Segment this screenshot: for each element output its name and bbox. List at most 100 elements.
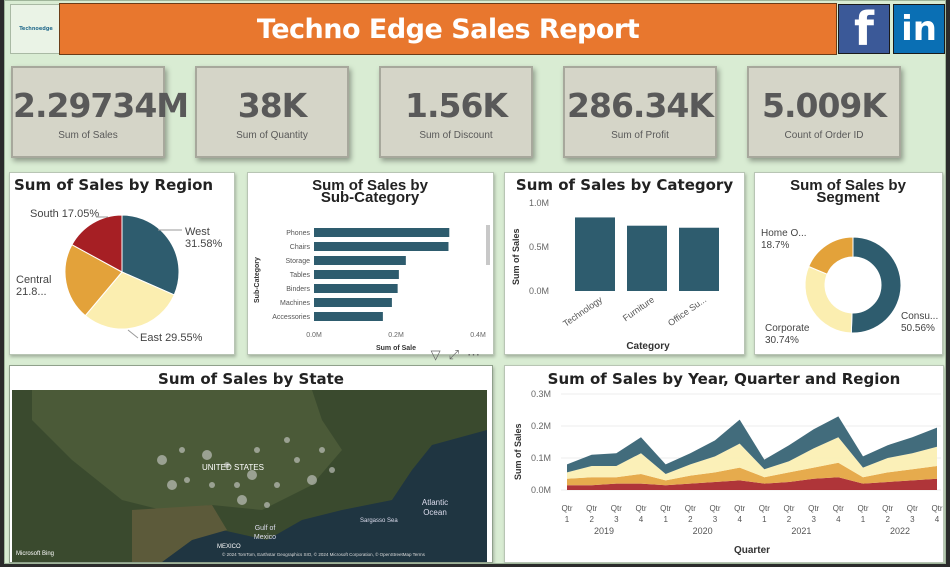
region-pie-panel[interactable]: Sum of Sales by Region West 31.58% East 29…	[9, 172, 235, 355]
x-tick: 0.0M	[306, 332, 322, 339]
chart-title: Sum of Sales by	[312, 177, 429, 194]
segment-donut-panel[interactable]: Sum of Sales by Segment Consu... 50.56% Corp…	[754, 172, 943, 355]
state-bubble[interactable]	[184, 477, 190, 483]
y-tick: 0.0M	[529, 286, 549, 296]
bing-logo: Microsoft Bing	[16, 551, 54, 557]
bar-chairs[interactable]	[314, 242, 449, 251]
bar-phones[interactable]	[314, 228, 450, 237]
linkedin-icon[interactable]: in	[893, 4, 945, 54]
donut-slice-corporate[interactable]	[804, 265, 853, 334]
state-bubble[interactable]	[284, 437, 290, 443]
pie-slice-central[interactable]	[64, 244, 123, 317]
pie-slice-east[interactable]	[84, 271, 175, 330]
category-bar-panel[interactable]: Sum of Sales by Category 0.0M 0.5M 1.0M Tec…	[504, 172, 745, 355]
bar-machines[interactable]	[314, 298, 392, 307]
state-bubble[interactable]	[247, 470, 257, 480]
state-bubble[interactable]	[307, 475, 317, 485]
bar-storage[interactable]	[314, 256, 406, 265]
donut-slice-home-office[interactable]	[808, 236, 854, 275]
bar-2[interactable]	[679, 227, 719, 291]
state-bubble[interactable]	[157, 455, 167, 465]
state-bubble[interactable]	[237, 495, 247, 505]
map-area[interactable]: UNITED STATES Atlantic Ocean Gulf of Mexico M…	[12, 390, 487, 562]
kpi-card-profit[interactable]: 286.34K Sum of Profit	[563, 66, 717, 158]
kpi-label: Sum of Profit	[611, 130, 669, 141]
state-bubble[interactable]	[179, 447, 185, 453]
series-area-south[interactable]	[567, 477, 937, 490]
land-us[interactable]	[32, 390, 342, 510]
series-area-east[interactable]	[567, 437, 937, 481]
ribbon-chart[interactable]: 0.0M 0.1M 0.2M 0.3M Qtr 1 Qtr 2 Qtr 3 Qtr 4 Qtr 1 Qtr 2…	[505, 390, 943, 562]
slice-label: South 17.05%	[30, 208, 99, 220]
x-tick: Qtr	[709, 504, 720, 513]
filter-icon[interactable]: ▽	[430, 347, 441, 362]
state-bubble[interactable]	[319, 447, 325, 453]
series-area-central[interactable]	[567, 462, 937, 486]
kpi-value: 1.56K	[405, 86, 508, 125]
kpi-card-sales[interactable]: 2.29734M Sum of Sales	[11, 66, 189, 158]
state-map-panel[interactable]: Sum of Sales by State ▽ ⤢ ⋯ UNITED STATE…	[9, 347, 493, 563]
kpi-card-quantity[interactable]: 38K Sum of Quantity	[195, 66, 349, 158]
state-bubble[interactable]	[254, 447, 260, 453]
bar-0[interactable]	[575, 217, 615, 291]
report-title-bar: Techno Edge Sales Report	[59, 3, 837, 55]
state-bubble[interactable]	[224, 462, 230, 468]
chart-title: Sum of Sales by Year, Quarter and Region	[547, 370, 901, 388]
subcategory-bar-chart[interactable]: Sum of Sales bySub-CategoryPhonesChairsS…	[248, 173, 493, 354]
x-axis-label: Quarter	[734, 545, 770, 556]
x-tick: Qtr	[734, 504, 745, 513]
category-label: Office Su...	[666, 294, 708, 328]
y-tick: 0.5M	[529, 242, 549, 252]
x-tick: Qtr	[660, 504, 671, 513]
slice-label: Central	[16, 274, 51, 286]
x-tick: 2	[589, 515, 594, 524]
slice-label: Home O...	[761, 228, 807, 239]
x-axis-label: Category	[626, 341, 670, 352]
kpi-value: 286.34K	[567, 86, 714, 125]
series-area-west[interactable]	[567, 416, 937, 474]
scrollbar[interactable]	[486, 225, 490, 265]
pie-slice-west[interactable]	[121, 214, 180, 296]
logo-icon: Technoedge	[19, 26, 53, 32]
donut-slice-consumer[interactable]	[850, 236, 902, 334]
x-tick: 2	[688, 515, 693, 524]
category-bar-chart[interactable]: 0.0M 0.5M 1.0M Technology Furniture Office Su…	[505, 195, 744, 355]
bar-tables[interactable]	[314, 270, 399, 279]
x-tick: 4	[639, 515, 644, 524]
land-mexico[interactable]	[132, 505, 227, 562]
kpi-card-discount[interactable]: 1.56K Sum of Discount	[379, 66, 533, 158]
y-tick: 0.2M	[531, 421, 551, 431]
ribbon-chart-panel[interactable]: Sum of Sales by Year, Quarter and Region…	[504, 365, 944, 563]
state-bubble[interactable]	[264, 502, 270, 508]
state-bubble[interactable]	[167, 480, 177, 490]
pie-slice-south[interactable]	[71, 214, 123, 273]
state-bubble[interactable]	[209, 482, 215, 488]
x-tick: Qtr	[783, 504, 794, 513]
chart-title: Sum of Sales by Region	[14, 176, 214, 194]
bar-binders[interactable]	[314, 284, 398, 293]
report-canvas: Technoedge Techno Edge Sales Report f in…	[4, 0, 946, 564]
more-options-icon[interactable]: ⋯	[467, 347, 480, 362]
focus-mode-icon[interactable]: ⤢	[448, 347, 459, 362]
x-tick: Qtr	[685, 504, 696, 513]
state-bubble[interactable]	[329, 467, 335, 473]
state-bubble[interactable]	[294, 457, 300, 463]
x-tick: 4	[836, 515, 841, 524]
x-tick: Qtr	[759, 504, 770, 513]
bar-accessories[interactable]	[314, 312, 383, 321]
state-bubble[interactable]	[274, 482, 280, 488]
chart-title: Segment	[816, 189, 879, 206]
map-credits: © 2024 TomTom, Earthstar Geographics SIO…	[222, 551, 426, 557]
state-bubble[interactable]	[202, 450, 212, 460]
state-bubble[interactable]	[234, 482, 240, 488]
bar-1[interactable]	[627, 225, 667, 291]
x-tick: Qtr	[907, 504, 918, 513]
x-axis-label: Sum of Sale	[376, 345, 416, 352]
subcategory-bar-panel[interactable]: Sum of Sales by Sub-Category Phones Chairs S…	[247, 172, 494, 355]
map-label: Atlantic	[422, 498, 448, 507]
kpi-card-order-count[interactable]: 5.009K Count of Order ID	[747, 66, 901, 158]
facebook-icon[interactable]: f	[838, 2, 890, 56]
